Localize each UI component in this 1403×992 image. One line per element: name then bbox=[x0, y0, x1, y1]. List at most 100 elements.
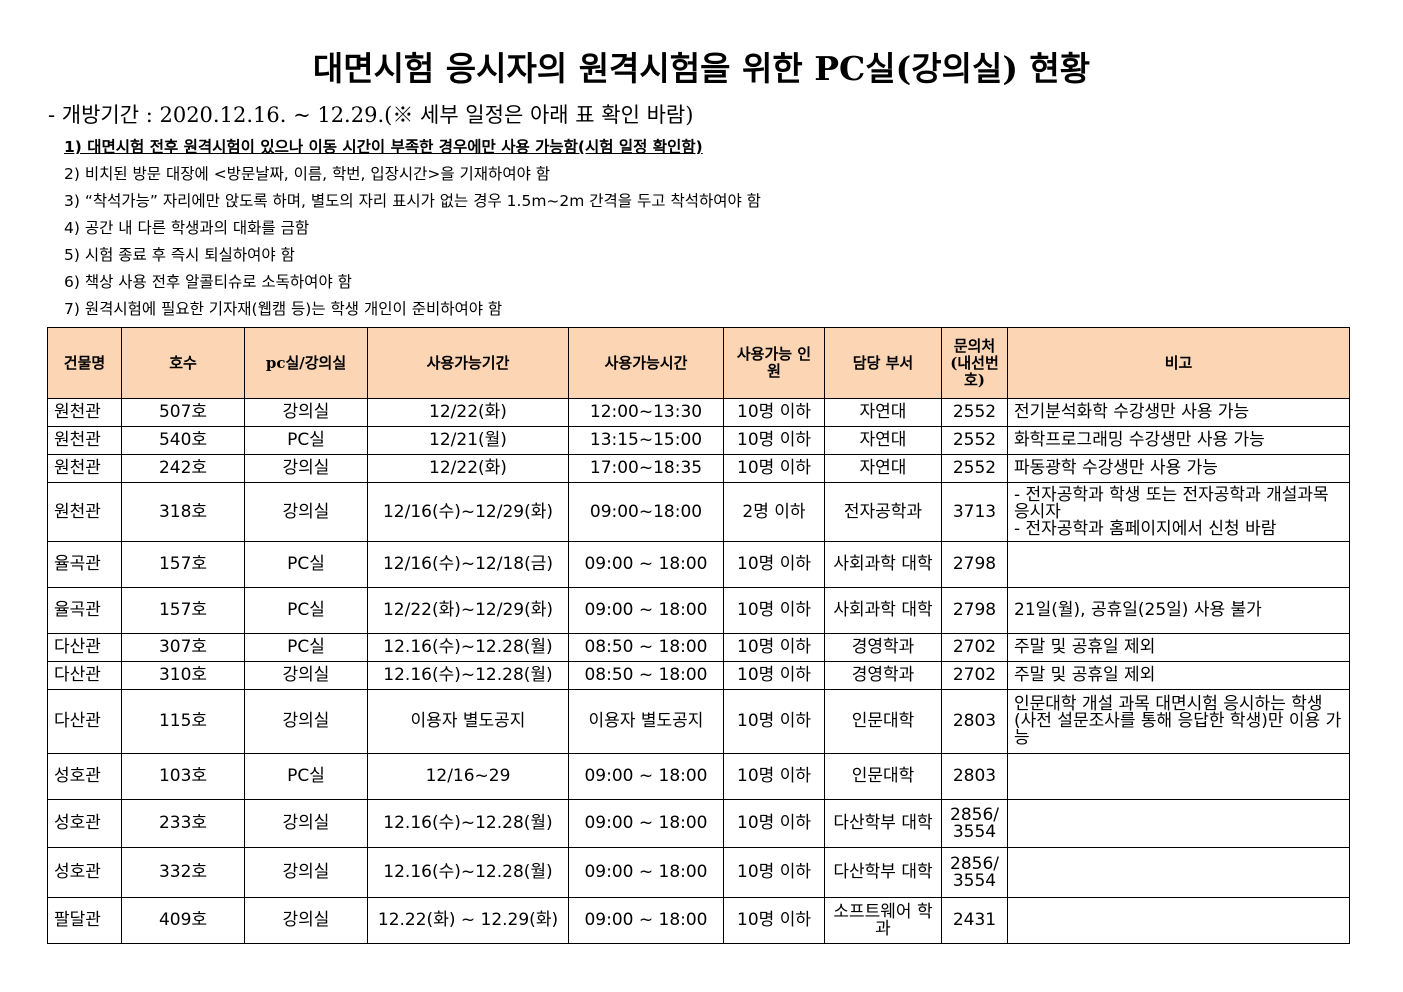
cell-contact: 2702 bbox=[941, 633, 1008, 662]
table-row: 원천관 540호 PC실 12/21(월) 13:15~15:00 10명 이하 자연대 25… bbox=[47, 426, 1350, 455]
cell-room: 540호 bbox=[121, 426, 245, 455]
cell-capacity: 10명 이하 bbox=[723, 454, 825, 483]
cell-time: 09:00 ~ 18:00 bbox=[568, 587, 724, 634]
cell-period: 12/16(수)~12/18(금) bbox=[367, 541, 569, 588]
cell-room: 115호 bbox=[121, 689, 245, 754]
cell-period: 12/16~29 bbox=[367, 753, 569, 800]
column-header-capacity: 사용가능 인원 bbox=[723, 327, 825, 399]
cell-time: 09:00 ~ 18:00 bbox=[568, 753, 724, 800]
table-row: 성호관 233호 강의실 12.16(수)~12.28(월) 09:00 ~ 18:00… bbox=[47, 799, 1350, 848]
cell-contact: 2552 bbox=[941, 454, 1008, 483]
cell-capacity: 10명 이하 bbox=[723, 633, 825, 662]
cell-room: 157호 bbox=[121, 541, 245, 588]
table-row: 다산관 310호 강의실 12.16(수)~12.28(월) 08:50 ~ 18:00… bbox=[47, 661, 1350, 690]
cell-department: 사회과학 대학 bbox=[824, 541, 942, 588]
column-header-remarks: 비고 bbox=[1007, 327, 1350, 399]
cell-period: 12/22(화)~12/29(화) bbox=[367, 587, 569, 634]
cell-time: 13:15~15:00 bbox=[568, 426, 724, 455]
cell-remarks: 파동광학 수강생만 사용 가능 bbox=[1007, 454, 1350, 483]
cell-room-type: 강의실 bbox=[244, 398, 368, 427]
cell-time: 09:00 ~ 18:00 bbox=[568, 897, 724, 944]
cell-time: 09:00 ~ 18:00 bbox=[568, 799, 724, 848]
note-item: 1) 대면시험 전후 원격시험이 있으나 이동 시간이 부족한 경우에만 사용 … bbox=[64, 138, 703, 156]
table-row: 다산관 307호 PC실 12.16(수)~12.28(월) 08:50 ~ 18:00… bbox=[47, 633, 1350, 662]
cell-building: 성호관 bbox=[47, 799, 122, 848]
cell-room-type: 강의실 bbox=[244, 454, 368, 483]
table-row: 원천관 242호 강의실 12/22(화) 17:00~18:35 10명 이하 자연대 25… bbox=[47, 454, 1350, 483]
cell-contact: 2702 bbox=[941, 661, 1008, 690]
cell-time: 17:00~18:35 bbox=[568, 454, 724, 483]
cell-period: 이용자 별도공지 bbox=[367, 689, 569, 754]
cell-building: 다산관 bbox=[47, 689, 122, 754]
table-row: 다산관 115호 강의실 이용자 별도공지 이용자 별도공지 10명 이하 인문대학 2803… bbox=[47, 689, 1350, 754]
column-header-room-type: pc실/강의실 bbox=[244, 327, 368, 399]
cell-remarks bbox=[1007, 541, 1350, 588]
cell-building: 다산관 bbox=[47, 661, 122, 690]
cell-period: 12.16(수)~12.28(월) bbox=[367, 661, 569, 690]
table-row: 성호관 332호 강의실 12.16(수)~12.28(월) 09:00 ~ 18:00… bbox=[47, 847, 1350, 898]
cell-room-type: PC실 bbox=[244, 426, 368, 455]
cell-department: 사회과학 대학 bbox=[824, 587, 942, 634]
note-item: 7) 원격시험에 필요한 기자재(웹캠 등)는 학생 개인이 준비하여야 함 bbox=[64, 300, 503, 318]
cell-remarks: 화학프로그래밍 수강생만 사용 가능 bbox=[1007, 426, 1350, 455]
cell-contact: 2552 bbox=[941, 426, 1008, 455]
cell-room-type: 강의실 bbox=[244, 482, 368, 542]
cell-period: 12/21(월) bbox=[367, 426, 569, 455]
cell-remarks: 주말 및 공휴일 제외 bbox=[1007, 633, 1350, 662]
column-header-period: 사용가능기간 bbox=[367, 327, 569, 399]
cell-time: 08:50 ~ 18:00 bbox=[568, 633, 724, 662]
cell-period: 12.16(수)~12.28(월) bbox=[367, 799, 569, 848]
cell-time: 09:00~18:00 bbox=[568, 482, 724, 542]
cell-room: 318호 bbox=[121, 482, 245, 542]
cell-contact: 2856/ 3554 bbox=[941, 847, 1008, 898]
cell-department: 다산학부 대학 bbox=[824, 799, 942, 848]
column-header-contact: 문의처 (내선번호) bbox=[941, 327, 1008, 399]
cell-period: 12/16(수)~12/29(화) bbox=[367, 482, 569, 542]
cell-room-type: PC실 bbox=[244, 541, 368, 588]
cell-room-type: PC실 bbox=[244, 753, 368, 800]
cell-department: 경영학과 bbox=[824, 661, 942, 690]
cell-capacity: 10명 이하 bbox=[723, 541, 825, 588]
cell-building: 율곡관 bbox=[47, 541, 122, 588]
cell-department: 자연대 bbox=[824, 398, 942, 427]
cell-capacity: 10명 이하 bbox=[723, 847, 825, 898]
cell-building: 성호관 bbox=[47, 847, 122, 898]
cell-remarks: 인문대학 개설 과목 대면시험 응시하는 학생(사전 설문조사를 통해 응답한 … bbox=[1007, 689, 1350, 754]
cell-room: 242호 bbox=[121, 454, 245, 483]
cell-contact: 2798 bbox=[941, 541, 1008, 588]
cell-capacity: 10명 이하 bbox=[723, 426, 825, 455]
cell-capacity: 10명 이하 bbox=[723, 799, 825, 848]
column-header-building: 건물명 bbox=[47, 327, 122, 399]
cell-period: 12/22(화) bbox=[367, 398, 569, 427]
note-item: 2) 비치된 방문 대장에 <방문날짜, 이름, 학번, 입장시간>을 기재하여… bbox=[64, 165, 551, 183]
cell-department: 인문대학 bbox=[824, 689, 942, 754]
cell-time: 12:00~13:30 bbox=[568, 398, 724, 427]
cell-capacity: 2명 이하 bbox=[723, 482, 825, 542]
cell-capacity: 10명 이하 bbox=[723, 897, 825, 944]
cell-building: 원천관 bbox=[47, 482, 122, 542]
column-header-department: 담당 부서 bbox=[824, 327, 942, 399]
cell-time: 08:50 ~ 18:00 bbox=[568, 661, 724, 690]
cell-room: 307호 bbox=[121, 633, 245, 662]
table-row: 팔달관 409호 강의실 12.22(화) ~ 12.29(화) 09:00 ~ 18:… bbox=[47, 897, 1350, 944]
cell-contact: 2552 bbox=[941, 398, 1008, 427]
room-table: 건물명 호수 pc실/강의실 사용가능기간 사용가능시간 사용가능 인원 담당 부서 문의처 … bbox=[47, 327, 1350, 944]
cell-contact: 2798 bbox=[941, 587, 1008, 634]
cell-room-type: 강의실 bbox=[244, 897, 368, 944]
cell-period: 12.22(화) ~ 12.29(화) bbox=[367, 897, 569, 944]
table-header: 건물명 호수 pc실/강의실 사용가능기간 사용가능시간 사용가능 인원 담당 부서 문의처 … bbox=[47, 327, 1350, 399]
cell-remarks: - 전자공학과 학생 또는 전자공학과 개설과목 응시자 - 전자공학과 홈페이… bbox=[1007, 482, 1350, 542]
cell-department: 인문대학 bbox=[824, 753, 942, 800]
table-row: 율곡관 157호 PC실 12/22(화)~12/29(화) 09:00 ~ 18:00… bbox=[47, 587, 1350, 634]
note-item: 6) 책상 사용 전후 알콜티슈로 소독하여야 함 bbox=[64, 273, 352, 291]
cell-building: 율곡관 bbox=[47, 587, 122, 634]
cell-building: 팔달관 bbox=[47, 897, 122, 944]
cell-building: 원천관 bbox=[47, 398, 122, 427]
cell-contact: 3713 bbox=[941, 482, 1008, 542]
cell-department: 소프트웨어 학과 bbox=[824, 897, 942, 944]
cell-period: 12.16(수)~12.28(월) bbox=[367, 633, 569, 662]
table-row: 율곡관 157호 PC실 12/16(수)~12/18(금) 09:00 ~ 18:00… bbox=[47, 541, 1350, 588]
cell-period: 12.16(수)~12.28(월) bbox=[367, 847, 569, 898]
note-item: 3) “착석가능” 자리에만 앉도록 하며, 별도의 자리 표시가 없는 경우 … bbox=[64, 192, 761, 210]
cell-contact: 2431 bbox=[941, 897, 1008, 944]
